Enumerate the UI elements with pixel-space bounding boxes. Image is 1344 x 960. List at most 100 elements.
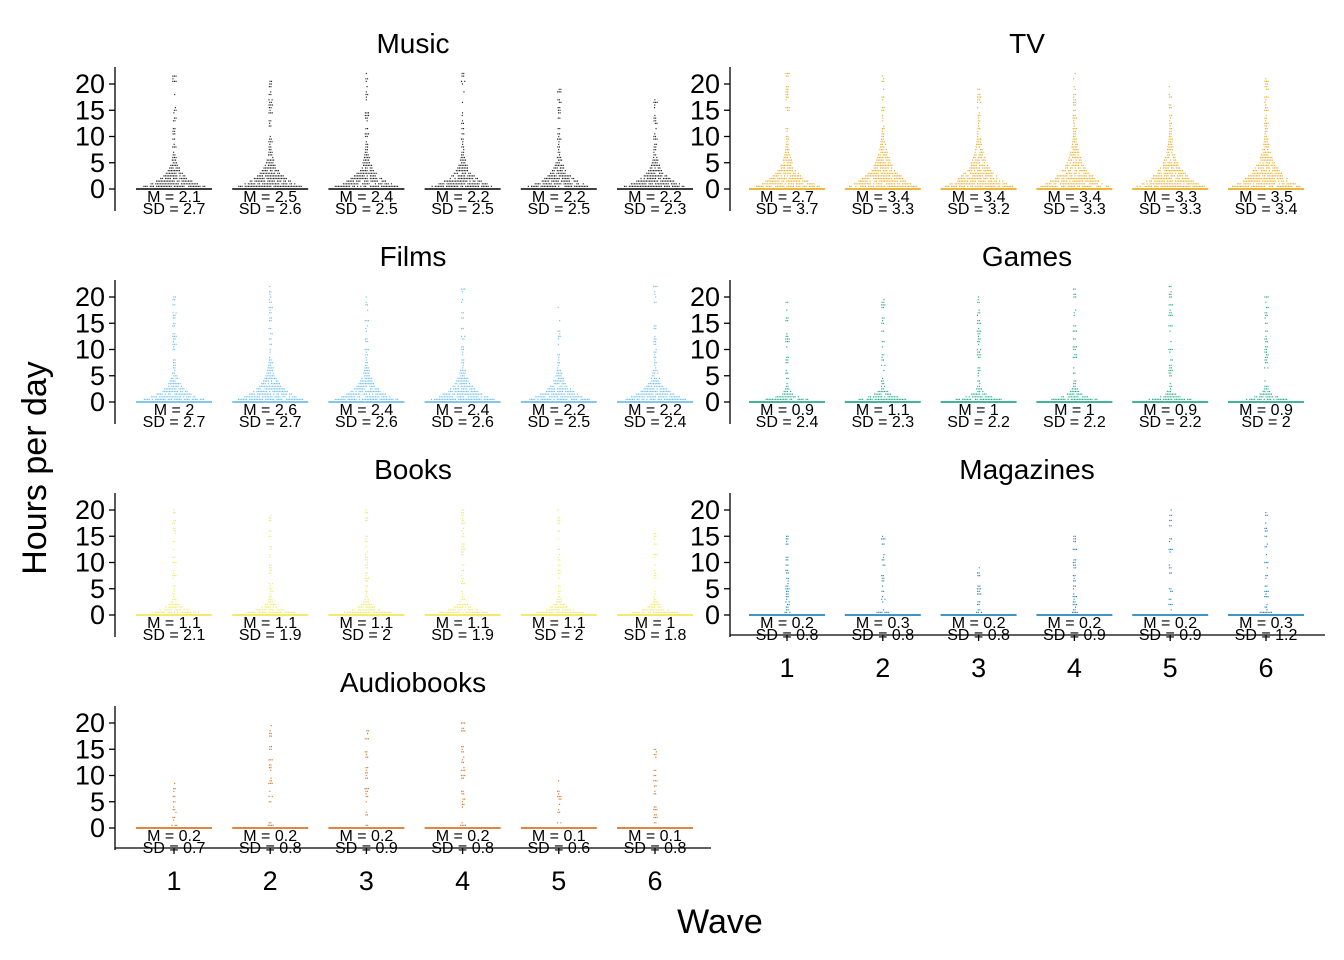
dots-cluster: [143, 296, 205, 400]
y-tick-label: 10: [690, 122, 720, 152]
wave-2-group: M = 0.2SD = 0.8: [232, 725, 309, 857]
y-tick-label: 20: [75, 282, 105, 312]
sd-label: SD = 2.4: [624, 414, 687, 431]
panel-title: Music: [376, 28, 449, 59]
wave-2-group: M = 2.5SD = 2.6: [232, 80, 309, 218]
y-tick-label: 10: [75, 761, 105, 791]
dots-cluster: [765, 301, 809, 400]
dots-cluster: [1246, 296, 1288, 400]
dots-cluster: [238, 80, 302, 187]
wave-3-group: M = 0.2SD = 0.8: [940, 567, 1017, 644]
mean-label: M = 2.2: [628, 402, 682, 419]
x-axis-col-1: 1 2 3 4 5 6: [115, 847, 711, 896]
sd-label: SD = 2.5: [527, 201, 590, 218]
dots-cluster: [632, 533, 678, 613]
dots-cluster: [1071, 535, 1078, 613]
wave-5-group: M = 0.1SD = 0.6: [520, 780, 597, 857]
mean-label: M = 0.2: [1047, 615, 1101, 632]
x-tick-label: 5: [1163, 653, 1178, 683]
mean-label: M = 0.2: [243, 828, 297, 845]
dots-cluster: [460, 722, 466, 826]
panel-title: Magazines: [959, 454, 1094, 485]
wave-3-group: M = 0.2SD = 0.9: [328, 730, 405, 857]
wave-1-group: M = 0.9SD = 2.4: [749, 301, 825, 431]
sd-label: SD = 2.3: [624, 201, 687, 218]
mean-label: M = 2.7: [760, 189, 814, 206]
x-tick-label: 6: [1258, 653, 1273, 683]
sd-label: SD = 2.2: [1043, 414, 1106, 431]
dots-cluster: [944, 88, 1013, 187]
panel-title: Films: [380, 241, 447, 272]
dots-cluster: [976, 567, 982, 613]
mean-label: M = 0.2: [952, 615, 1006, 632]
wave-4-group: M = 2.4SD = 2.6: [424, 288, 501, 431]
y-tick-label: 0: [90, 387, 105, 417]
y-tick-label: 5: [90, 148, 105, 178]
dots-cluster: [364, 730, 369, 826]
sd-label: SD = 3.2: [947, 201, 1010, 218]
mean-label: M = 2.4: [339, 402, 393, 419]
wave-6-group: M = 2.2SD = 2.4: [617, 285, 693, 431]
dots-cluster: [848, 75, 918, 187]
wave-5-group: M = 0.2SD = 0.9: [1132, 509, 1209, 644]
mean-label: M = 3.4: [856, 189, 910, 206]
wave-1-group: M = 2SD = 2.7: [136, 296, 212, 431]
dots-cluster: [1051, 288, 1098, 400]
mean-label: M = 1: [1054, 402, 1095, 419]
wave-4-group: M = 2.2SD = 2.5: [424, 72, 501, 218]
mean-label: M = 2.2: [532, 189, 586, 206]
wave-2-group: M = 1.1SD = 1.9: [232, 514, 309, 644]
sd-label: SD = 3.7: [756, 201, 819, 218]
dots-cluster: [438, 509, 488, 613]
y-tick-label: 15: [75, 308, 105, 338]
wave-5-group: M = 2.2SD = 2.5: [520, 306, 597, 431]
y-tick-label: 5: [90, 787, 105, 817]
mean-label: M = 0.9: [1143, 402, 1197, 419]
mean-label: M = 3.5: [1239, 189, 1293, 206]
sd-label: SD = 2: [342, 627, 391, 644]
y-tick-label: 15: [690, 521, 720, 551]
mean-label: M = 1: [635, 615, 676, 632]
sd-label: SD = 3.3: [1139, 201, 1202, 218]
mean-label: M = 3.4: [1047, 189, 1101, 206]
mean-label: M = 1.1: [532, 615, 586, 632]
mean-label: M = 1.1: [856, 402, 910, 419]
wave-6-group: M = 2.2SD = 2.3: [617, 99, 693, 218]
y-tick-label: 15: [690, 95, 720, 125]
wave-1-group: M = 2.1SD = 2.7: [136, 75, 212, 218]
y-tick-label: 20: [690, 69, 720, 99]
sd-label: SD = 2.1: [143, 627, 206, 644]
sd-label: SD = 2.4: [756, 414, 819, 431]
mean-label: M = 0.3: [856, 615, 910, 632]
wave-5-group: M = 2.2SD = 2.5: [520, 88, 597, 218]
wave-3-group: M = 2.4SD = 2.6: [328, 296, 405, 431]
sd-label: SD = 2.5: [527, 414, 590, 431]
mean-label: M = 2.2: [532, 402, 586, 419]
y-tick-label: 0: [90, 813, 105, 843]
sd-label: SD = 2: [1241, 414, 1290, 431]
y-tick-label: 0: [90, 600, 105, 630]
wave-6-group: M = 0.9SD = 2: [1228, 296, 1304, 431]
mean-label: M = 0.2: [760, 615, 814, 632]
sd-label: SD = 1.9: [239, 627, 302, 644]
sd-label: SD = 2: [534, 627, 583, 644]
sd-label: SD = 3.4: [1235, 201, 1298, 218]
mean-label: M = 3.4: [952, 189, 1006, 206]
dots-cluster: [784, 535, 791, 613]
y-tick-label: 10: [75, 548, 105, 578]
sd-label: SD = 2.5: [431, 201, 494, 218]
y-tick-label: 20: [75, 708, 105, 738]
mean-label: M = 0.3: [1239, 615, 1293, 632]
sd-label: SD = 2.6: [335, 414, 398, 431]
mean-label: M = 1.1: [436, 615, 490, 632]
dots-cluster: [430, 288, 495, 400]
panel-title: Audiobooks: [340, 667, 486, 698]
y-tick-label: 20: [75, 495, 105, 525]
x-tick-label: 3: [359, 866, 374, 896]
wave-5-group: M = 3.3SD = 3.3: [1132, 86, 1209, 218]
y-tick-label: 5: [90, 574, 105, 604]
y-tick-label: 15: [690, 308, 720, 338]
